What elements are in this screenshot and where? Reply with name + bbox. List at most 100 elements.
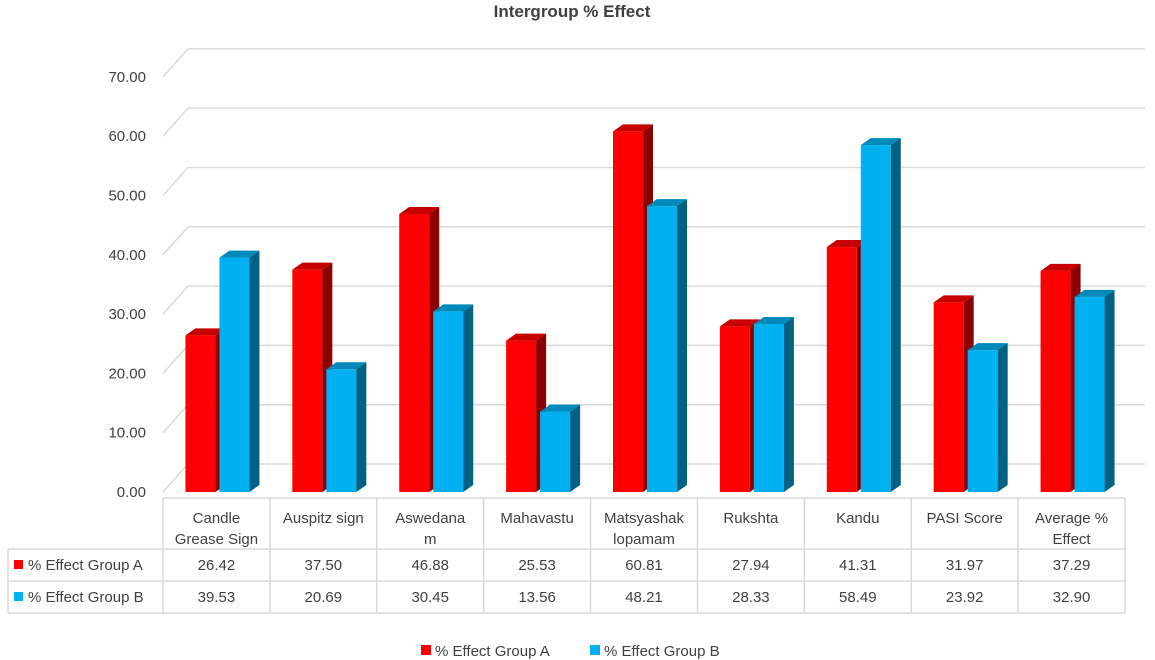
bar-top <box>826 240 867 248</box>
category-label: Grease Sign <box>175 531 258 548</box>
category-label: Mahavastu <box>500 510 573 527</box>
bar-front <box>540 411 571 492</box>
legend-swatch <box>421 645 431 655</box>
bar-top <box>433 304 474 312</box>
data-label: 26.42 <box>198 557 236 574</box>
data-label: 23.92 <box>946 589 984 606</box>
bar-side <box>570 404 581 492</box>
y-tick-label: 20.00 <box>108 365 146 382</box>
bar-front <box>1040 270 1071 492</box>
bar-front <box>967 350 998 492</box>
bar-top <box>719 319 760 327</box>
series-key-swatch <box>14 592 23 601</box>
bar-side <box>677 199 687 493</box>
bar-front <box>860 145 891 492</box>
gridline-depth <box>162 344 189 374</box>
data-label: 28.33 <box>732 589 770 606</box>
category-label: Rukshta <box>723 510 779 527</box>
data-label: 25.53 <box>518 557 556 574</box>
data-label: 48.21 <box>625 589 663 606</box>
data-label: 20.69 <box>305 589 343 606</box>
legend-label: % Effect Group A <box>435 643 550 660</box>
bar-group-b <box>967 343 1008 492</box>
data-label: 46.88 <box>411 557 449 574</box>
gridline-depth <box>162 463 189 493</box>
bar-side <box>1104 289 1115 492</box>
bar-front <box>933 302 964 492</box>
data-label: 41.31 <box>839 557 877 574</box>
bar-side <box>997 343 1008 492</box>
data-label: 58.49 <box>839 589 877 606</box>
bar-top <box>967 343 1008 351</box>
y-axis-ticks: 0.00 10.00 20.00 30.00 40.00 50.00 60.00 70.00 <box>108 69 146 501</box>
bar-front <box>506 340 537 492</box>
bar-group-b <box>219 250 260 492</box>
bar-top <box>1040 263 1081 271</box>
bar-top <box>860 138 901 146</box>
category-label: lopamam <box>613 531 675 548</box>
gridline-depth <box>162 107 189 137</box>
category-label: m <box>424 531 437 548</box>
bar-top <box>292 262 333 270</box>
bar-top <box>399 207 440 215</box>
bar-front <box>433 311 464 492</box>
category-label: Kandu <box>836 510 879 527</box>
data-label: 30.45 <box>411 589 449 606</box>
data-label: 32.90 <box>1053 589 1091 606</box>
y-tick-label: 10.00 <box>108 425 146 442</box>
bar-front <box>826 247 857 492</box>
series-key-swatch <box>14 560 23 569</box>
y-tick-label: 40.00 <box>108 247 146 264</box>
data-label: 13.56 <box>518 589 556 606</box>
gridline-depth <box>162 404 189 434</box>
bar-group-b <box>326 362 367 492</box>
bar-group-b <box>860 138 901 492</box>
bar-front <box>185 335 216 492</box>
bar-front <box>753 324 784 492</box>
bar-top <box>326 362 367 370</box>
legend-swatch <box>590 645 600 655</box>
chart-title: Intergroup % Effect <box>494 2 651 21</box>
bar-group-b <box>1074 289 1115 492</box>
bar-top <box>613 124 653 132</box>
category-label: Matsyashak <box>604 510 685 527</box>
bar-top <box>933 295 974 303</box>
bar-top <box>185 328 226 336</box>
data-label: 60.81 <box>625 557 663 574</box>
gridline-depth <box>162 285 189 315</box>
data-label: 27.94 <box>732 557 770 574</box>
data-label: 37.29 <box>1053 557 1091 574</box>
bar-front <box>399 214 430 493</box>
bar-group-b <box>433 304 474 492</box>
bar-group-b <box>753 317 794 492</box>
bar-front <box>719 326 750 492</box>
data-label: 39.53 <box>198 589 236 606</box>
bar-side <box>890 138 901 492</box>
category-label: Effect <box>1053 531 1092 548</box>
bar-side <box>356 362 367 492</box>
y-tick-label: 70.00 <box>108 69 146 86</box>
bar-side <box>463 304 474 492</box>
data-label: 37.50 <box>305 557 343 574</box>
legend-label: % Effect Group B <box>604 643 720 660</box>
gridline-depth <box>162 226 189 256</box>
bar-group-b <box>540 404 581 492</box>
bar-top <box>506 333 547 341</box>
bar-group-b <box>647 199 687 493</box>
category-label: Aswedana <box>395 510 466 527</box>
row-header: % Effect Group A <box>28 557 143 574</box>
bar-front <box>326 369 357 492</box>
bar-side <box>783 317 794 492</box>
y-tick-label: 30.00 <box>108 306 146 323</box>
data-table: Candle Grease Sign Auspitz sign Aswedana m Ma… <box>7 497 1126 614</box>
y-tick-label: 50.00 <box>108 188 146 205</box>
gridline-depth <box>162 48 189 78</box>
category-label: Auspitz sign <box>283 510 364 527</box>
data-label: 31.97 <box>946 557 984 574</box>
bar-top <box>219 250 260 258</box>
bar-front <box>1074 296 1105 492</box>
category-label: PASI Score <box>926 510 1002 527</box>
category-label: Average % <box>1035 510 1108 527</box>
gridline-depth <box>162 167 189 196</box>
